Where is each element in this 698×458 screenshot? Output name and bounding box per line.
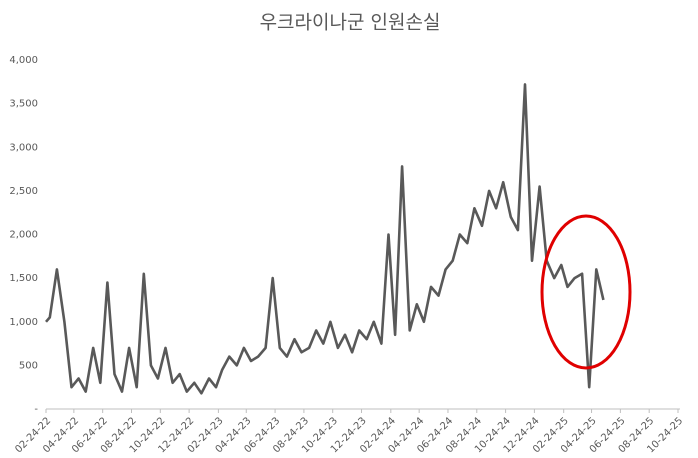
y-tick-label: 3,500 [9, 99, 38, 110]
y-tick-label: 3,000 [9, 142, 38, 153]
highlight-ellipse [540, 214, 632, 370]
y-tick-label: 2,500 [9, 186, 38, 197]
y-tick-label: 500 [19, 360, 38, 371]
chart-title: 우크라이나군 인원손실 [260, 12, 441, 34]
y-tick-label: 4,000 [9, 55, 38, 66]
y-tick-label: 1,000 [9, 317, 38, 328]
data-line [45, 83, 605, 395]
y-tick-label: 1,500 [9, 273, 38, 284]
y-tick-label: - [34, 404, 38, 415]
y-tick-label: 2,000 [9, 230, 38, 241]
